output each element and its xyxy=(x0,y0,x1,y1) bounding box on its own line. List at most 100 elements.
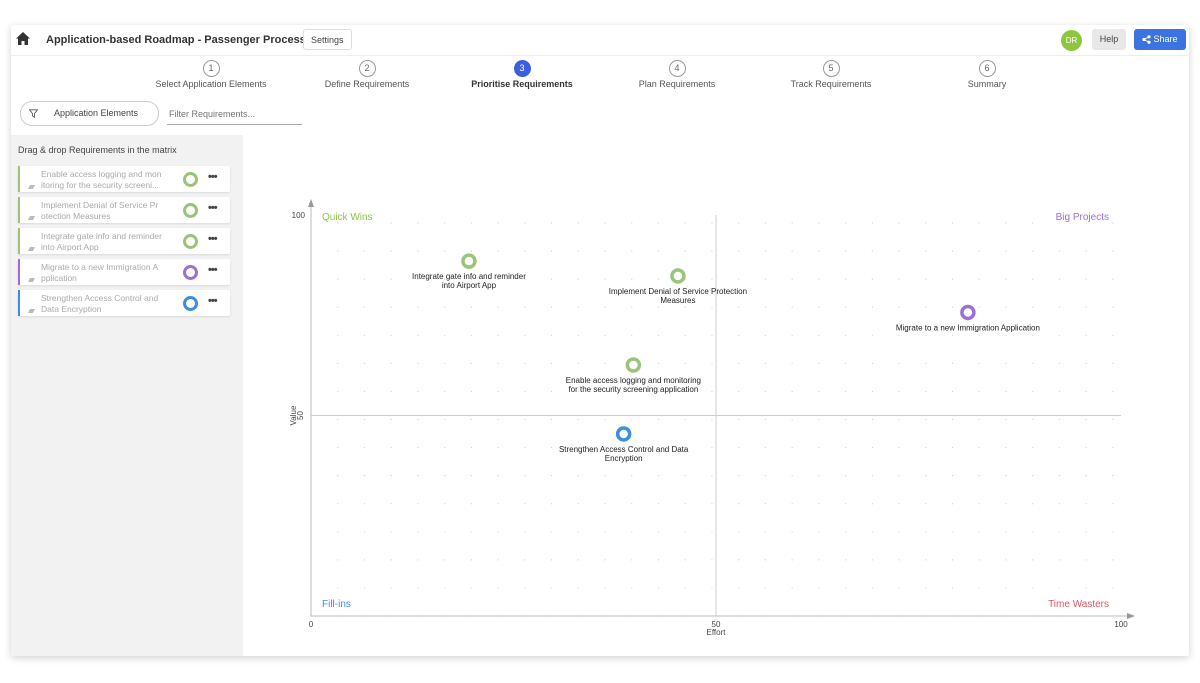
more-options-icon[interactable]: ••• xyxy=(208,233,218,245)
step-2[interactable]: 2 Define Requirements xyxy=(287,60,447,89)
requirement-card[interactable]: Enable access logging and mon itoring fo… xyxy=(18,166,230,192)
grid-dot xyxy=(417,531,419,533)
requirement-point[interactable] xyxy=(960,304,976,321)
more-options-icon[interactable]: ••• xyxy=(208,202,218,214)
grid-dot xyxy=(577,390,579,393)
grid-dot xyxy=(1085,362,1087,364)
grid-dot xyxy=(631,559,633,561)
grid-dot xyxy=(604,475,606,477)
grid-dot xyxy=(818,250,820,252)
grid-dot xyxy=(657,531,660,533)
grid-dot xyxy=(524,250,526,252)
grid-dot xyxy=(738,587,740,589)
grid-dot xyxy=(845,250,847,252)
grid-dot xyxy=(818,418,820,421)
step-3[interactable]: 3 Prioritise Requirements xyxy=(442,60,602,89)
grid-dot xyxy=(631,278,633,280)
grid-dot xyxy=(604,334,606,336)
requirement-color-bar xyxy=(18,290,20,316)
grid-dot xyxy=(925,446,927,449)
requirement-card[interactable]: Implement Denial of Service Pr otection … xyxy=(18,197,230,223)
filter-requirements-input[interactable] xyxy=(167,104,302,125)
more-options-icon[interactable]: ••• xyxy=(208,295,218,307)
y-axis-label: Value xyxy=(289,405,298,425)
requirement-card[interactable]: Integrate gate info and reminder into Ai… xyxy=(18,228,230,254)
grid-dot xyxy=(898,334,900,336)
drag-handle-icon[interactable] xyxy=(28,300,35,313)
user-avatar[interactable]: DR xyxy=(1061,30,1082,51)
grid-dot xyxy=(390,222,392,224)
grid-dot xyxy=(417,559,419,561)
grid-dot xyxy=(550,418,553,421)
requirement-point[interactable] xyxy=(615,426,632,442)
grid-dot xyxy=(871,475,873,477)
grid-dot xyxy=(657,362,660,364)
application-elements-filter[interactable]: Application Elements xyxy=(20,101,159,126)
requirement-point[interactable] xyxy=(461,253,477,269)
grid-dot xyxy=(738,362,740,364)
step-1[interactable]: 1 Select Application Elements xyxy=(131,60,291,89)
grid-dot xyxy=(1085,334,1087,336)
drag-handle-icon[interactable] xyxy=(28,207,35,220)
grid-dot xyxy=(1058,390,1061,393)
requirement-card[interactable]: Migrate to a new Immigration A pplicatio… xyxy=(18,259,230,285)
requirement-text: Implement Denial of Service Pr otection … xyxy=(41,200,159,221)
step-number: 6 xyxy=(978,60,996,77)
grid-dot xyxy=(604,390,606,393)
step-6[interactable]: 6 Summary xyxy=(907,60,1067,89)
requirement-status-ring-icon xyxy=(183,172,198,187)
grid-dot xyxy=(524,362,526,364)
grid-dot xyxy=(550,334,553,336)
grid-dot xyxy=(1032,222,1034,224)
grid-dot xyxy=(550,390,553,393)
more-options-icon[interactable]: ••• xyxy=(208,171,218,183)
requirement-text: Enable access logging and mon itoring fo… xyxy=(41,169,162,190)
requirement-point-label: into Airport App xyxy=(442,281,497,290)
grid-dot xyxy=(871,222,873,224)
share-button[interactable]: Share xyxy=(1134,29,1186,50)
grid-dot xyxy=(390,475,392,477)
requirement-point[interactable] xyxy=(625,357,642,373)
grid-dot xyxy=(497,559,499,561)
drag-handle-icon[interactable] xyxy=(28,269,35,282)
grid-dot xyxy=(738,418,740,421)
grid-dot xyxy=(363,475,366,477)
grid-dot xyxy=(711,446,713,449)
grid-dot xyxy=(444,559,446,561)
grid-dot xyxy=(524,475,526,477)
grid-dot xyxy=(497,306,499,308)
grid-dot xyxy=(604,362,606,364)
grid-dot xyxy=(684,362,686,364)
grid-dot xyxy=(417,250,419,252)
grid-dot xyxy=(337,503,339,505)
drag-handle-icon[interactable] xyxy=(28,176,35,189)
grid-dot xyxy=(550,503,553,505)
grid-dot xyxy=(738,390,740,393)
step-label: Plan Requirements xyxy=(638,79,716,89)
grid-dot xyxy=(363,362,366,364)
grid-dot xyxy=(818,306,820,308)
grid-dot xyxy=(764,446,767,449)
step-number: 3 xyxy=(513,60,531,77)
grid-dot xyxy=(1112,559,1114,561)
grid-dot xyxy=(684,531,686,533)
grid-dot xyxy=(470,390,472,393)
drag-handle-icon[interactable] xyxy=(28,238,35,251)
step-4[interactable]: 4 Plan Requirements xyxy=(597,60,757,89)
grid-dot xyxy=(764,531,767,533)
home-icon[interactable] xyxy=(16,32,32,48)
priority-matrix-svg: 0 50 100 50 100 Effort Value Quick Wins Big Proj… xyxy=(289,199,1135,637)
grid-dot xyxy=(1005,362,1007,364)
requirement-point[interactable] xyxy=(670,268,686,284)
help-button[interactable]: Help xyxy=(1092,29,1126,50)
grid-dot xyxy=(738,503,740,505)
grid-dot xyxy=(524,222,526,224)
more-options-icon[interactable]: ••• xyxy=(208,264,218,276)
step-5[interactable]: 5 Track Requirements xyxy=(751,60,911,89)
grid-dot xyxy=(711,475,713,477)
grid-dot xyxy=(791,418,793,421)
settings-button[interactable]: Settings xyxy=(303,29,352,50)
requirement-card[interactable]: Strengthen Access Control and Data Encry… xyxy=(18,290,230,316)
grid-dot xyxy=(818,334,820,336)
quadrant-label-quick-wins: Quick Wins xyxy=(322,212,373,223)
